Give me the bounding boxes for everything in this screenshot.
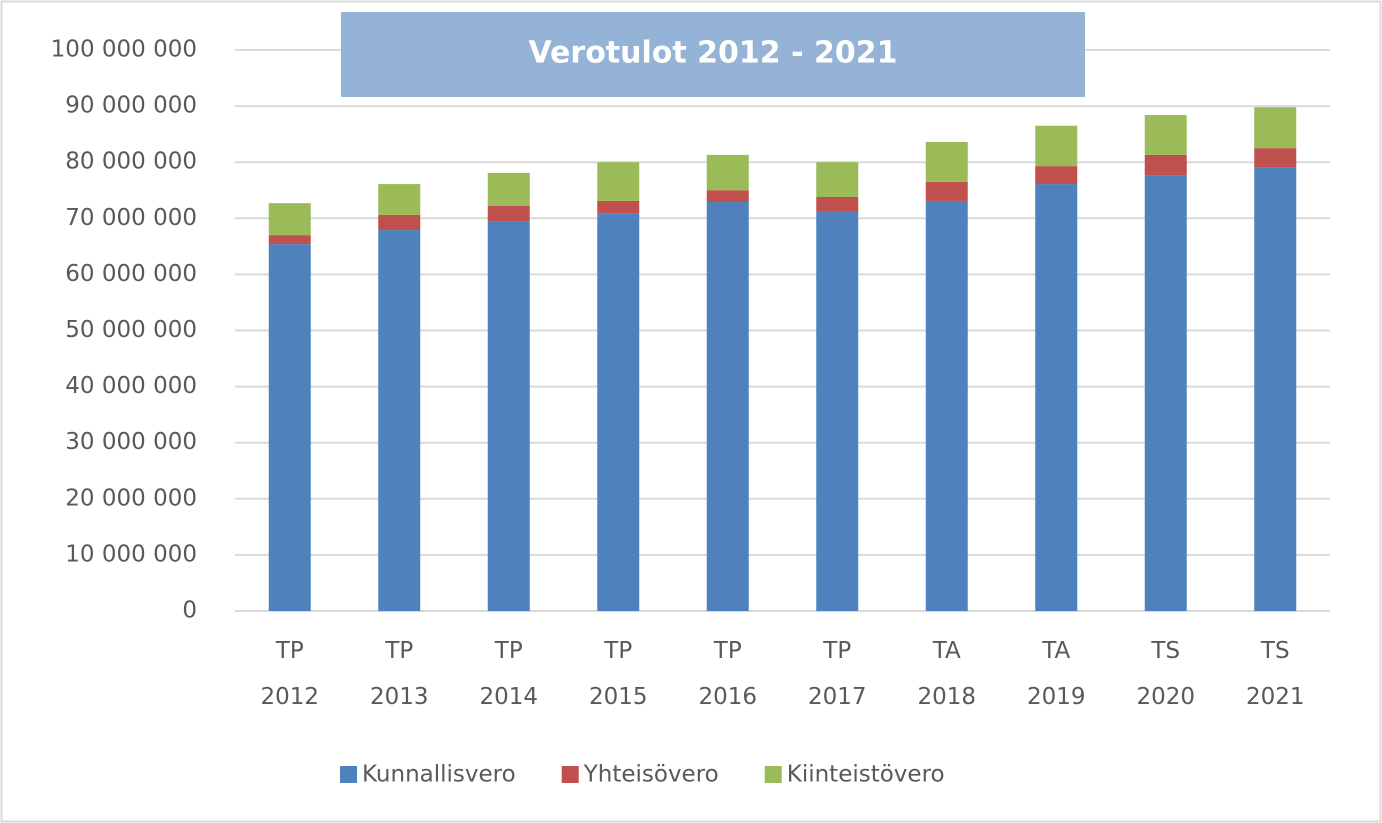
bar-segment	[1254, 107, 1297, 149]
bar-segment	[706, 190, 749, 203]
bar-segment	[597, 200, 640, 214]
bar-segment	[487, 221, 530, 612]
x-tick-label: TP 2012	[260, 638, 320, 710]
bar-segment	[706, 154, 749, 191]
legend-swatch	[561, 766, 579, 783]
legend-swatch	[764, 766, 782, 783]
bar-segment	[1254, 167, 1297, 611]
bar-segment	[268, 244, 311, 611]
x-tick-label: TP 2015	[588, 638, 648, 710]
bar-segment	[487, 205, 530, 222]
bar-segment	[1144, 154, 1187, 176]
bar-segment	[1035, 184, 1078, 612]
bar-segment	[268, 203, 311, 236]
legend-label: Yhteisövero	[583, 762, 719, 788]
title-box	[341, 12, 1085, 97]
bar-segment	[1144, 175, 1187, 611]
x-tick-label: TS 2020	[1136, 638, 1196, 710]
y-tick-label: 30 000 000	[65, 429, 197, 455]
y-tick-label: 50 000 000	[65, 317, 197, 343]
x-tick-label: TA 2019	[1026, 638, 1086, 710]
bar-segment	[378, 230, 421, 611]
y-tick-label: 90 000 000	[65, 93, 197, 119]
bar-segment	[925, 142, 968, 182]
x-tick-label: TS 2021	[1245, 638, 1305, 710]
bar-segment	[925, 181, 968, 201]
bar-segment	[378, 214, 421, 231]
y-tick-label: 40 000 000	[65, 373, 197, 399]
bar-segment	[816, 162, 859, 197]
x-tick-label: TA 2018	[917, 638, 977, 710]
chart-title: Verotulot 2012 - 2021	[528, 36, 897, 71]
bar-segment	[1035, 125, 1078, 167]
x-tick-label: TP 2017	[807, 638, 867, 710]
y-tick-label: 20 000 000	[65, 485, 197, 511]
y-tick-label: 60 000 000	[65, 261, 197, 287]
y-tick-label: 70 000 000	[65, 205, 197, 231]
bar-segment	[597, 213, 640, 611]
bar-segment	[1144, 115, 1187, 155]
legend-swatch	[340, 766, 357, 783]
bar-segment	[487, 172, 530, 206]
bar-segment	[1254, 148, 1297, 168]
y-tick-label: 10 000 000	[65, 541, 197, 567]
x-tick-label: TP 2013	[369, 638, 429, 710]
bar-segment	[925, 200, 968, 611]
bar-segment	[378, 184, 421, 215]
x-tick-label: TP 2014	[479, 638, 539, 710]
legend-label: Kunnallisvero	[362, 762, 516, 788]
bar-segment	[1035, 166, 1078, 185]
bar-segment	[706, 202, 749, 611]
bar-segment	[816, 196, 859, 212]
y-tick-label: 100 000 000	[51, 37, 197, 63]
bar-segment	[597, 162, 640, 201]
legend-label: Kiinteistövero	[787, 762, 945, 788]
bar-segment	[268, 235, 311, 245]
y-tick-label: 80 000 000	[65, 149, 197, 175]
x-tick-label: TP 2016	[698, 638, 758, 710]
bar-segment	[816, 211, 859, 611]
y-tick-label: 0	[182, 598, 197, 624]
